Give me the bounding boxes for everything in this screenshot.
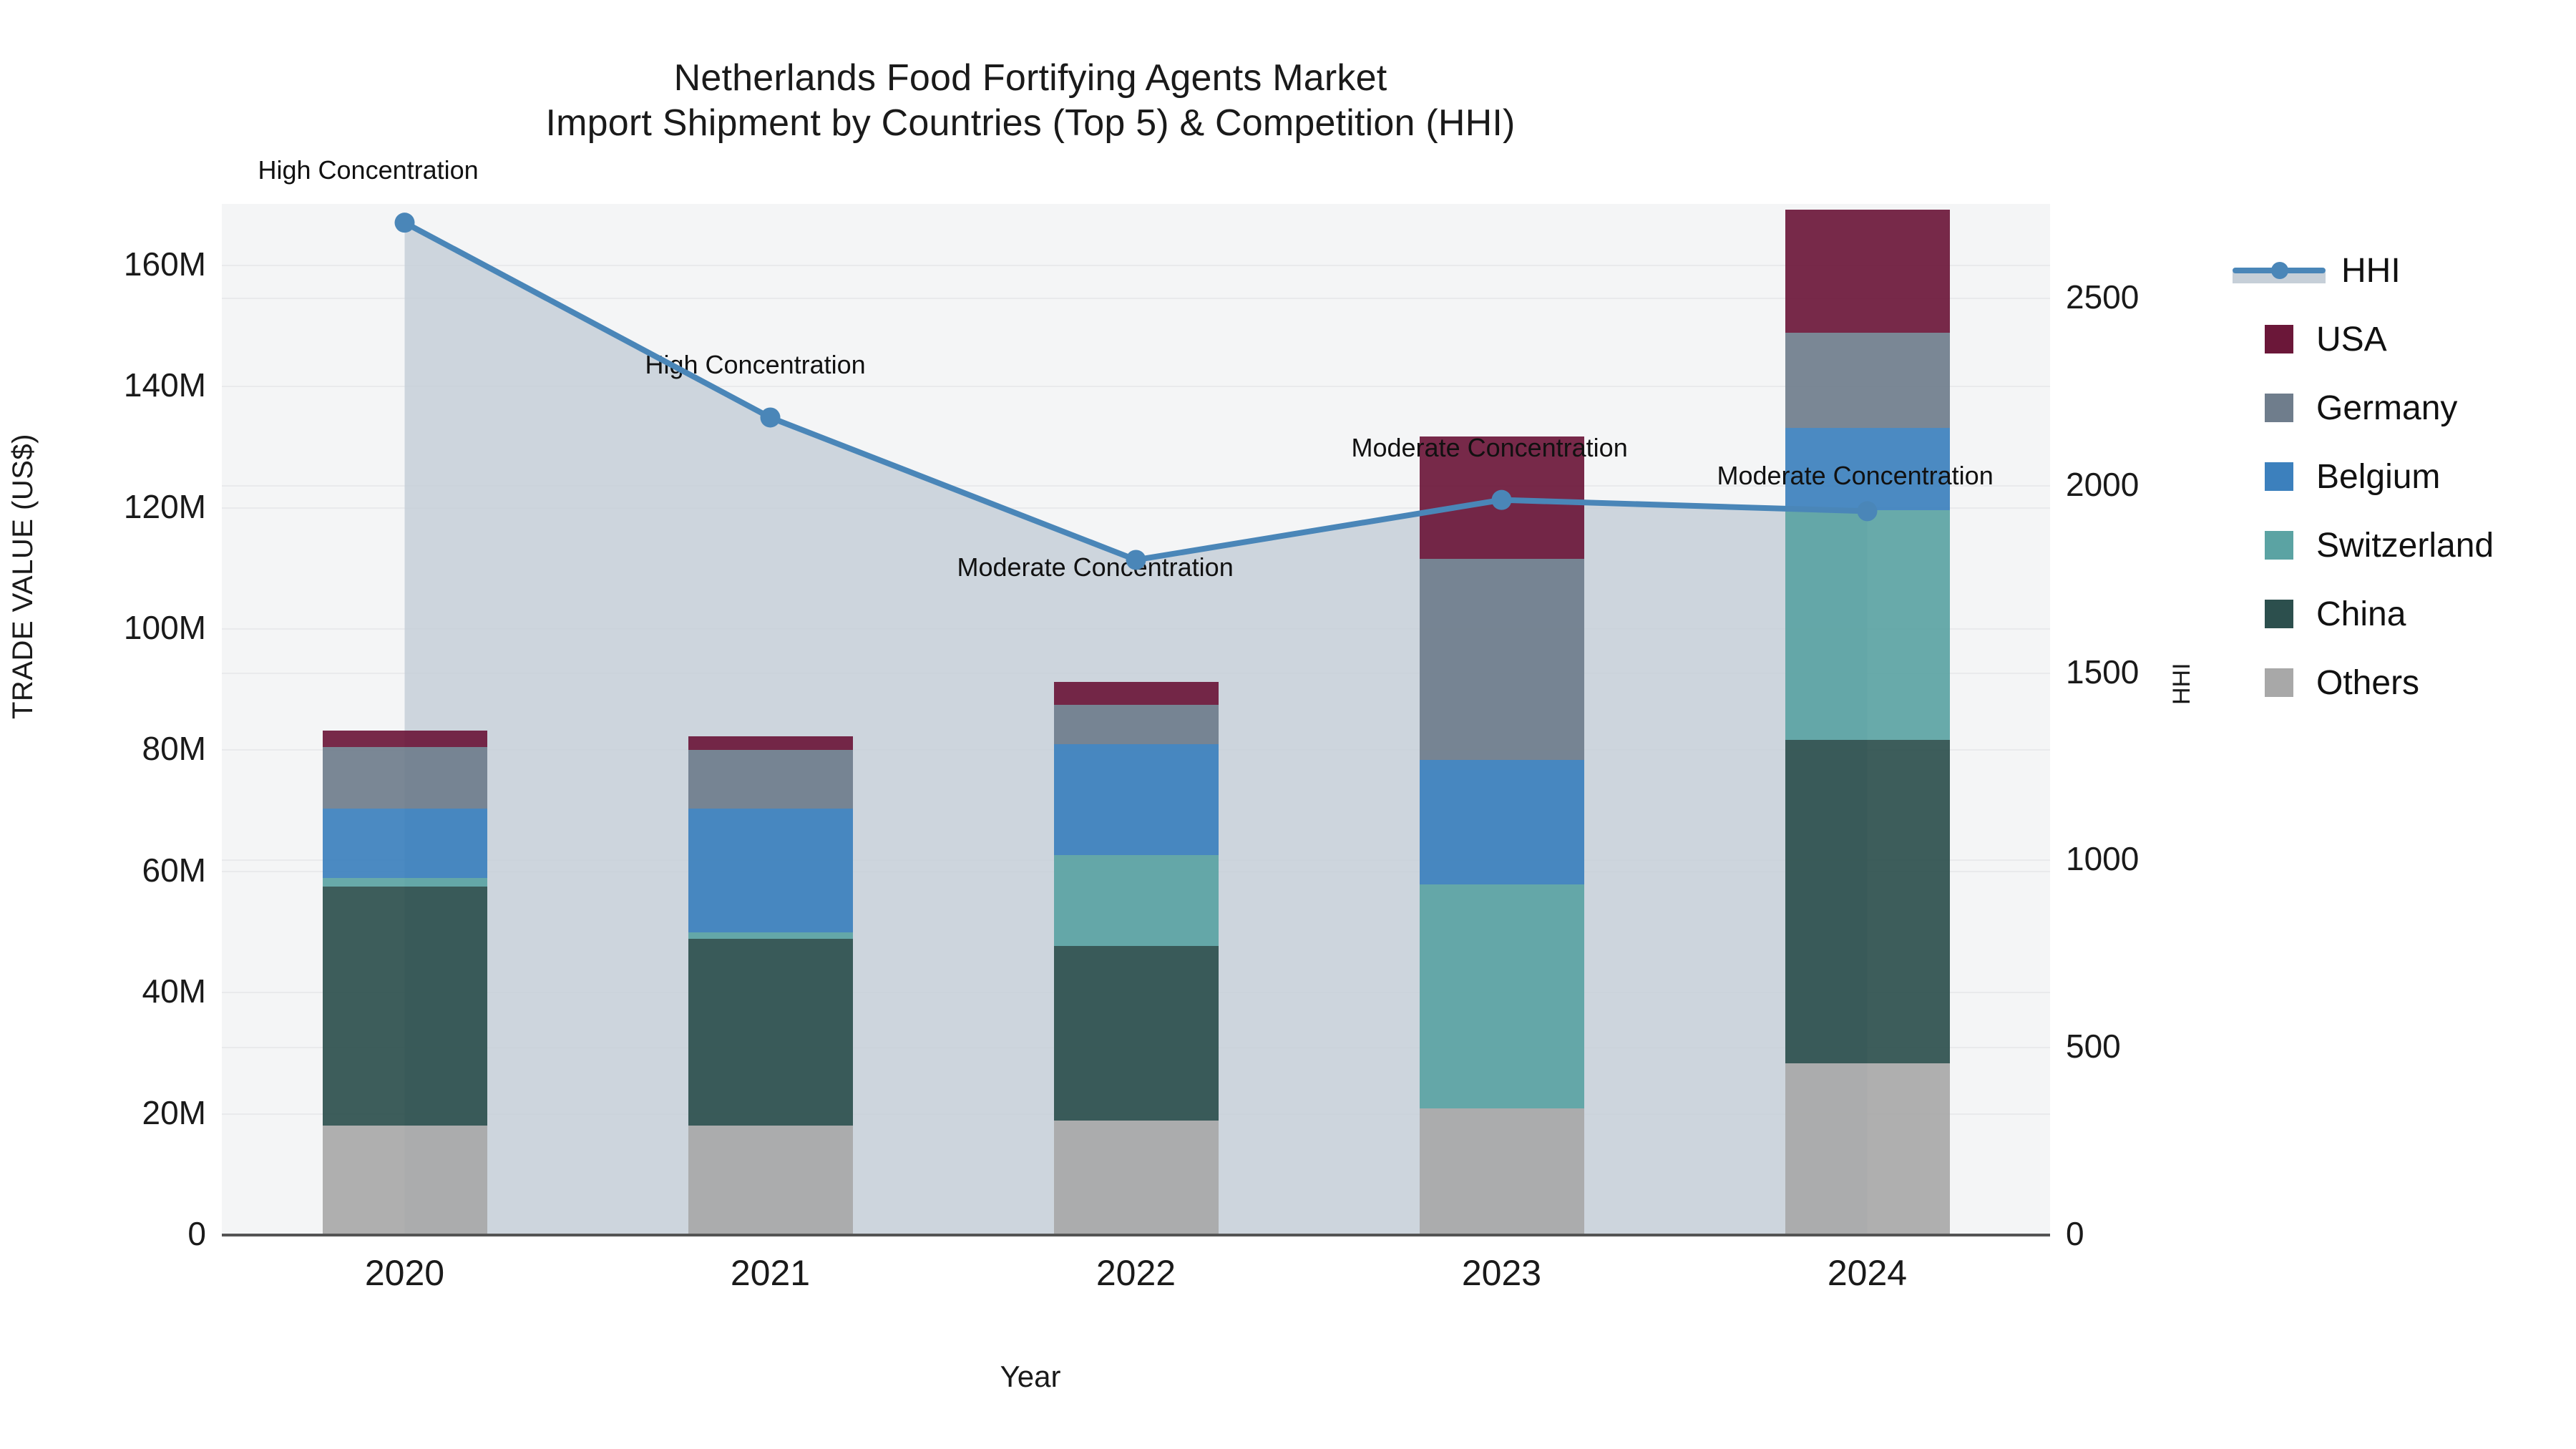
y-axis-right-label: HHI — [2168, 663, 2195, 705]
concentration-annotation: Moderate Concentration — [1717, 461, 1994, 491]
legend-item-label: Others — [2316, 663, 2420, 702]
legend-item-label: Belgium — [2316, 457, 2441, 496]
legend-item-germany[interactable]: Germany — [2233, 374, 2569, 442]
legend-item-china[interactable]: China — [2233, 580, 2569, 648]
y-axis-left-tick-label: 0 — [187, 1215, 206, 1252]
bar-segment-switzerland[interactable] — [1419, 884, 1584, 1108]
legend-color-swatch — [2265, 531, 2293, 560]
y-axis-right-tick-label: 1000 — [2066, 840, 2140, 878]
y-axis-left-tick-label: 140M — [123, 366, 206, 404]
x-axis-tick-label: 2022 — [1096, 1253, 1176, 1293]
bar-segment-others[interactable] — [1053, 1120, 1219, 1234]
legend-item-label: USA — [2316, 320, 2387, 358]
bar-segment-germany[interactable] — [1419, 559, 1584, 760]
y-axis-right-tick-label: 500 — [2066, 1028, 2121, 1065]
y-axis-left-tick-label: 40M — [142, 972, 206, 1010]
y-axis-right-tick-label: 2000 — [2066, 465, 2140, 503]
bar-group[interactable] — [1419, 204, 1584, 1234]
bar-segment-china[interactable] — [322, 886, 487, 1126]
plot-area — [222, 204, 2050, 1236]
chart-title: Netherlands Food Fortifying Agents Marke… — [0, 56, 2061, 147]
y-axis-left-tick-label: 100M — [123, 608, 206, 646]
legend-item-usa[interactable]: USA — [2233, 305, 2569, 374]
x-axis-tick-label: 2021 — [730, 1253, 811, 1293]
bar-group[interactable] — [688, 204, 853, 1234]
bar-segment-china[interactable] — [1053, 945, 1219, 1121]
x-axis-label: Year — [1000, 1360, 1061, 1393]
bar-group[interactable] — [1785, 204, 1950, 1234]
bar-segment-belgium[interactable] — [688, 809, 853, 933]
legend-item-label: Switzerland — [2316, 526, 2494, 565]
concentration-annotation: Moderate Concentration — [1351, 432, 1628, 462]
concentration-annotation: High Concentration — [645, 350, 866, 380]
bar-segment-switzerland[interactable] — [322, 877, 487, 887]
bar-segment-belgium[interactable] — [1419, 759, 1584, 885]
bar-segment-others[interactable] — [688, 1125, 853, 1234]
legend-item-label: China — [2316, 595, 2406, 633]
legend-color-swatch — [2265, 394, 2293, 422]
x-axis-tick-label: 2024 — [1827, 1253, 1908, 1293]
legend-color-swatch — [2265, 325, 2293, 353]
x-axis-tick-label: 2020 — [364, 1253, 445, 1293]
bar-segment-germany[interactable] — [688, 750, 853, 809]
x-axis-line — [222, 1234, 2050, 1236]
bar-segment-belgium[interactable] — [1053, 743, 1219, 855]
chart-legend: HHI USA Germany Belgium Switzerland China Othe… — [2233, 236, 2569, 717]
legend-dot-icon — [2271, 262, 2288, 279]
y-axis-left-tick-label: 80M — [142, 730, 206, 768]
chart-title-line-2: Import Shipment by Countries (Top 5) & C… — [545, 102, 1516, 145]
bar-segment-germany[interactable] — [322, 746, 487, 809]
bar-segment-germany[interactable] — [1053, 704, 1219, 744]
bar-segment-switzerland[interactable] — [688, 932, 853, 939]
x-axis-tick-label: 2023 — [1461, 1253, 1542, 1293]
y-axis-right-tick-label: 0 — [2066, 1215, 2084, 1252]
bar-segment-belgium[interactable] — [322, 808, 487, 878]
bar-segment-germany[interactable] — [1785, 333, 1950, 428]
y-axis-left-tick-label: 20M — [142, 1093, 206, 1131]
bar-segment-usa[interactable] — [1785, 210, 1950, 333]
legend-item-hhi[interactable]: HHI — [2233, 236, 2569, 305]
y-axis-right-tick-label: 2500 — [2066, 278, 2140, 316]
bar-segment-others[interactable] — [1419, 1108, 1584, 1234]
bar-segment-others[interactable] — [1785, 1063, 1950, 1234]
bar-segment-others[interactable] — [322, 1125, 487, 1234]
bar-segment-china[interactable] — [1785, 739, 1950, 1064]
bar-group[interactable] — [322, 204, 487, 1234]
bar-segment-usa[interactable] — [688, 736, 853, 751]
legend-line-marker-icon — [2233, 256, 2326, 285]
y-axis-left-label: TRADE VALUE (US$) — [7, 434, 39, 719]
legend-color-swatch — [2265, 668, 2293, 697]
chart-title-line-1: Netherlands Food Fortifying Agents Marke… — [673, 57, 1387, 99]
bar-segment-china[interactable] — [688, 938, 853, 1126]
bar-segment-switzerland[interactable] — [1785, 509, 1950, 740]
y-axis-left-tick-label: 120M — [123, 487, 206, 525]
bar-segment-switzerland[interactable] — [1053, 854, 1219, 946]
concentration-annotation: High Concentration — [258, 155, 479, 185]
legend-item-label: Germany — [2316, 389, 2458, 427]
legend-item-belgium[interactable]: Belgium — [2233, 442, 2569, 511]
y-axis-left-tick-label: 160M — [123, 245, 206, 283]
bar-group[interactable] — [1053, 204, 1219, 1234]
legend-color-swatch — [2265, 600, 2293, 628]
legend-item-label: HHI — [2341, 251, 2401, 290]
concentration-annotation: Moderate Concentration — [957, 552, 1234, 582]
legend-color-swatch — [2265, 462, 2293, 491]
y-axis-right-tick-label: 1500 — [2066, 653, 2140, 691]
bar-segment-usa[interactable] — [322, 731, 487, 747]
bar-segment-usa[interactable] — [1053, 682, 1219, 705]
legend-item-switzerland[interactable]: Switzerland — [2233, 511, 2569, 580]
y-axis-left-tick-label: 60M — [142, 851, 206, 889]
legend-item-others[interactable]: Others — [2233, 648, 2569, 717]
